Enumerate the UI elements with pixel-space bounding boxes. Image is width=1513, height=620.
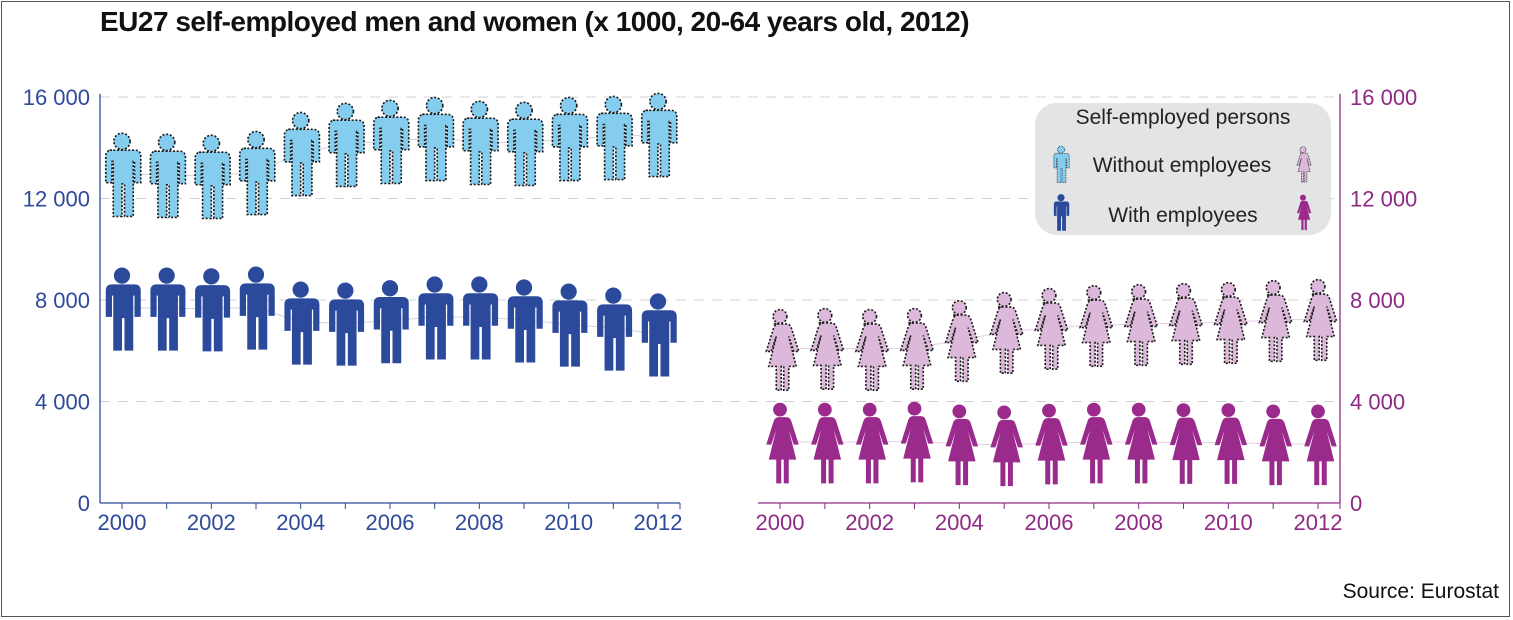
x-tick-label: 2006 bbox=[366, 510, 415, 535]
man-filled-icon bbox=[284, 281, 320, 365]
legend-woman-filled-icon bbox=[1296, 194, 1312, 231]
y-tick-label: 12 000 bbox=[1350, 187, 1417, 212]
x-tick-label: 2012 bbox=[634, 510, 683, 535]
woman-filled-icon bbox=[1124, 402, 1158, 484]
x-tick-label: 2006 bbox=[1025, 510, 1074, 535]
y-tick-label: 0 bbox=[78, 491, 90, 516]
woman-outline-icon bbox=[765, 308, 800, 392]
series-men-without-employees bbox=[104, 92, 678, 220]
woman-outline-icon bbox=[1078, 284, 1114, 368]
man-outline-icon bbox=[283, 111, 321, 197]
panel-men: 2000 2002 2004 2006 2008 2010 2012 0 4 000 8 000 1… bbox=[23, 85, 683, 535]
x-tick-label: 2000 bbox=[756, 510, 805, 535]
woman-outline-icon bbox=[944, 299, 980, 383]
x-tick-label: 2010 bbox=[1204, 510, 1253, 535]
y-tick-label: 16 000 bbox=[23, 85, 90, 110]
woman-filled-icon bbox=[766, 402, 799, 484]
woman-outline-icon bbox=[899, 307, 935, 391]
man-outline-icon bbox=[104, 132, 142, 218]
man-filled-icon bbox=[418, 276, 454, 360]
x-tick-label: 2002 bbox=[187, 510, 236, 535]
man-outline-icon bbox=[640, 92, 678, 178]
y-tick-label: 4 000 bbox=[1350, 390, 1405, 415]
man-filled-icon bbox=[150, 267, 186, 351]
series-women-with-employees bbox=[766, 401, 1337, 487]
y-tick-label: 8 000 bbox=[35, 288, 90, 313]
y-tick-label: 16 000 bbox=[1350, 85, 1417, 110]
woman-outline-icon bbox=[1303, 278, 1338, 362]
woman-outline-icon bbox=[1034, 287, 1069, 370]
woman-filled-icon bbox=[1169, 403, 1203, 484]
y-tick-label: 0 bbox=[1350, 491, 1362, 516]
x-tick-label: 2008 bbox=[455, 510, 504, 535]
woman-outline-icon bbox=[1168, 282, 1204, 366]
legend-man-filled-icon bbox=[1053, 194, 1070, 231]
series-women-without-employees bbox=[765, 278, 1338, 392]
x-tick-label: 2010 bbox=[544, 510, 593, 535]
man-outline-icon bbox=[194, 134, 231, 220]
woman-outline-icon bbox=[1258, 279, 1294, 363]
y-tick-label: 4 000 bbox=[35, 390, 90, 415]
legend-box bbox=[1035, 103, 1331, 235]
man-outline-icon bbox=[328, 102, 365, 188]
woman-outline-icon bbox=[1213, 281, 1249, 365]
man-filled-icon bbox=[463, 276, 499, 360]
man-filled-icon bbox=[597, 287, 633, 371]
man-filled-icon bbox=[507, 279, 543, 363]
man-filled-icon bbox=[329, 282, 365, 366]
man-filled-icon bbox=[105, 267, 141, 351]
man-filled-icon bbox=[195, 268, 231, 352]
x-tick-label: 2004 bbox=[935, 510, 984, 535]
x-tick-label: 2004 bbox=[276, 510, 325, 535]
woman-filled-icon bbox=[1304, 404, 1337, 486]
panel-women: 2000 2002 2004 2006 2008 2010 2012 0 4 000 8 000 1… bbox=[756, 85, 1418, 535]
legend-entry-without: Without employees bbox=[1093, 154, 1272, 177]
woman-filled-icon bbox=[1259, 404, 1292, 486]
woman-filled-icon bbox=[945, 404, 979, 486]
man-outline-icon bbox=[372, 99, 410, 185]
woman-filled-icon bbox=[811, 402, 844, 484]
man-outline-icon bbox=[506, 101, 544, 187]
man-outline-icon bbox=[238, 130, 276, 216]
man-outline-icon bbox=[462, 100, 499, 186]
woman-filled-icon bbox=[1035, 403, 1068, 485]
y-tick-label: 8 000 bbox=[1350, 288, 1405, 313]
legend-entry-with: With employees bbox=[1108, 204, 1257, 227]
man-outline-icon bbox=[417, 96, 455, 182]
woman-outline-icon bbox=[854, 308, 890, 392]
man-outline-icon bbox=[596, 95, 633, 181]
woman-filled-icon bbox=[1080, 402, 1113, 484]
legend-woman-outline-icon bbox=[1296, 146, 1312, 183]
legend: Self-employed persons Without employees Wi… bbox=[1035, 103, 1331, 235]
x-tick-label: 2002 bbox=[845, 510, 894, 535]
legend-title: Self-employed persons bbox=[1076, 106, 1291, 129]
chart-title: EU27 self-employed men and women (x 1000… bbox=[100, 6, 970, 37]
legend-man-outline-icon bbox=[1053, 145, 1070, 184]
woman-filled-icon bbox=[855, 402, 889, 484]
woman-filled-icon bbox=[990, 405, 1023, 487]
x-tick-label: 2008 bbox=[1114, 510, 1163, 535]
man-filled-icon bbox=[641, 293, 677, 377]
woman-outline-icon bbox=[1123, 283, 1159, 367]
man-filled-icon bbox=[239, 266, 275, 350]
series-men-with-employees bbox=[105, 266, 677, 377]
woman-filled-icon bbox=[900, 401, 934, 483]
source-note: Source: Eurostat bbox=[1342, 580, 1499, 603]
woman-outline-icon bbox=[989, 291, 1025, 375]
man-filled-icon bbox=[373, 280, 409, 364]
woman-outline-icon bbox=[809, 307, 845, 391]
woman-filled-icon bbox=[1214, 403, 1248, 484]
man-outline-icon bbox=[149, 133, 187, 219]
x-tick-label: 2000 bbox=[98, 510, 147, 535]
x-tick-label: 2012 bbox=[1294, 510, 1343, 535]
man-filled-icon bbox=[552, 283, 588, 367]
y-tick-label: 12 000 bbox=[23, 187, 90, 212]
man-outline-icon bbox=[551, 96, 589, 182]
